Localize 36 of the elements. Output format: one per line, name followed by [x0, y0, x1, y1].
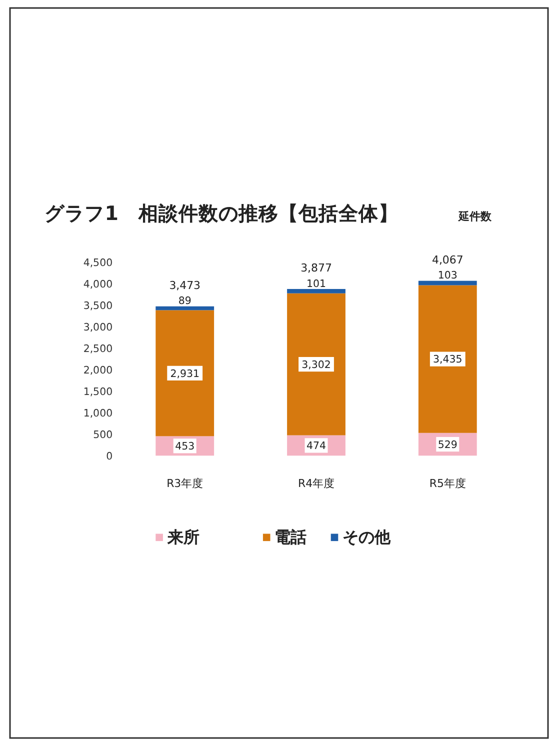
- legend-label: その他: [342, 528, 392, 547]
- bar: [418, 285, 477, 433]
- y-tick-label: 0: [106, 451, 113, 462]
- y-tick-label: 1,000: [83, 408, 113, 420]
- y-axis-title: 延件数: [458, 210, 493, 223]
- y-tick-label: 2,000: [83, 365, 113, 376]
- data-label: 3,302: [302, 360, 331, 371]
- y-tick-label: 4,500: [83, 258, 113, 269]
- bar: [156, 310, 214, 436]
- y-tick-label: 3,500: [83, 300, 113, 312]
- data-label: 3,435: [433, 354, 462, 366]
- x-tick-label: R3年度: [166, 477, 204, 490]
- x-tick-label: R4年度: [298, 477, 335, 490]
- bar: [156, 306, 214, 310]
- y-tick-label: 1,500: [83, 386, 113, 398]
- chart-title: グラフ1 相談件数の推移【包括全体】: [44, 202, 398, 225]
- total-label: 3,877: [300, 261, 332, 274]
- x-tick-label: R5年度: [429, 477, 466, 490]
- y-tick-label: 3,000: [83, 322, 113, 334]
- y-tick-label: 4,000: [83, 279, 113, 290]
- legend-label: 電話: [274, 528, 307, 547]
- data-label: 529: [438, 440, 458, 451]
- data-label: 474: [306, 441, 326, 452]
- data-label: 103: [438, 270, 458, 282]
- total-label: 4,067: [432, 253, 464, 266]
- y-tick-label: 2,500: [83, 344, 113, 355]
- legend-label: 来所: [166, 528, 200, 547]
- data-label: 2,931: [170, 368, 200, 380]
- data-label: 453: [175, 442, 195, 453]
- data-label: 101: [306, 278, 326, 290]
- total-label: 3,473: [169, 278, 201, 292]
- bar: [287, 288, 346, 294]
- bar: [418, 280, 477, 286]
- data-label: 89: [178, 296, 192, 308]
- y-tick-label: 500: [93, 430, 113, 441]
- bar: [287, 293, 346, 436]
